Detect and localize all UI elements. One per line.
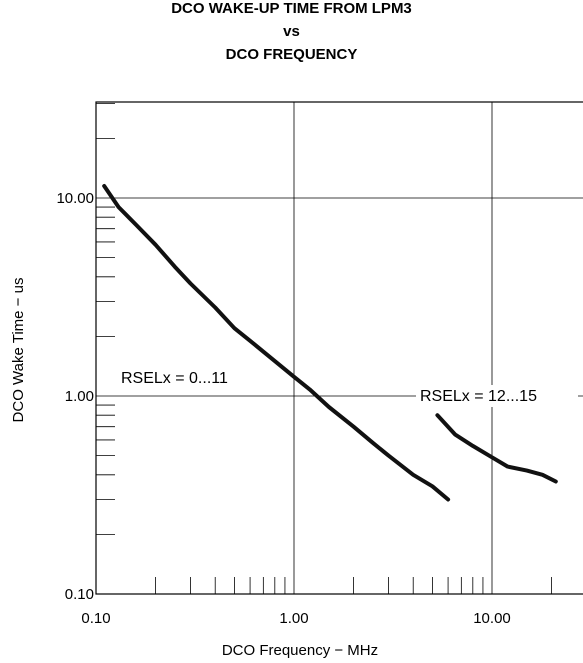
series-annotation: RSELx = 0...11 [121, 370, 228, 387]
x-tick-label: 1.00 [279, 610, 308, 627]
x-tick-label: 0.10 [81, 610, 110, 627]
x-tick-label: 10.00 [473, 610, 511, 627]
annotation-background [416, 385, 578, 407]
series-line-2 [435, 413, 558, 484]
y-tick-label: 10.00 [56, 190, 94, 207]
y-axis-label: DCO Wake Time − us [10, 278, 27, 423]
plot-frame [95, 101, 583, 595]
series-annotation: RSELx = 12...15 [420, 388, 537, 405]
y-tick-label: 1.00 [65, 388, 94, 405]
chart-title-line-2: vs [283, 23, 300, 40]
series-line-1 [102, 184, 451, 502]
chart-title-line-1: DCO WAKE-UP TIME FROM LPM3 [171, 0, 412, 17]
x-axis-label: DCO Frequency − MHz [222, 642, 378, 659]
chart-title-line-3: DCO FREQUENCY [225, 46, 358, 63]
y-tick-label: 0.10 [65, 586, 94, 603]
